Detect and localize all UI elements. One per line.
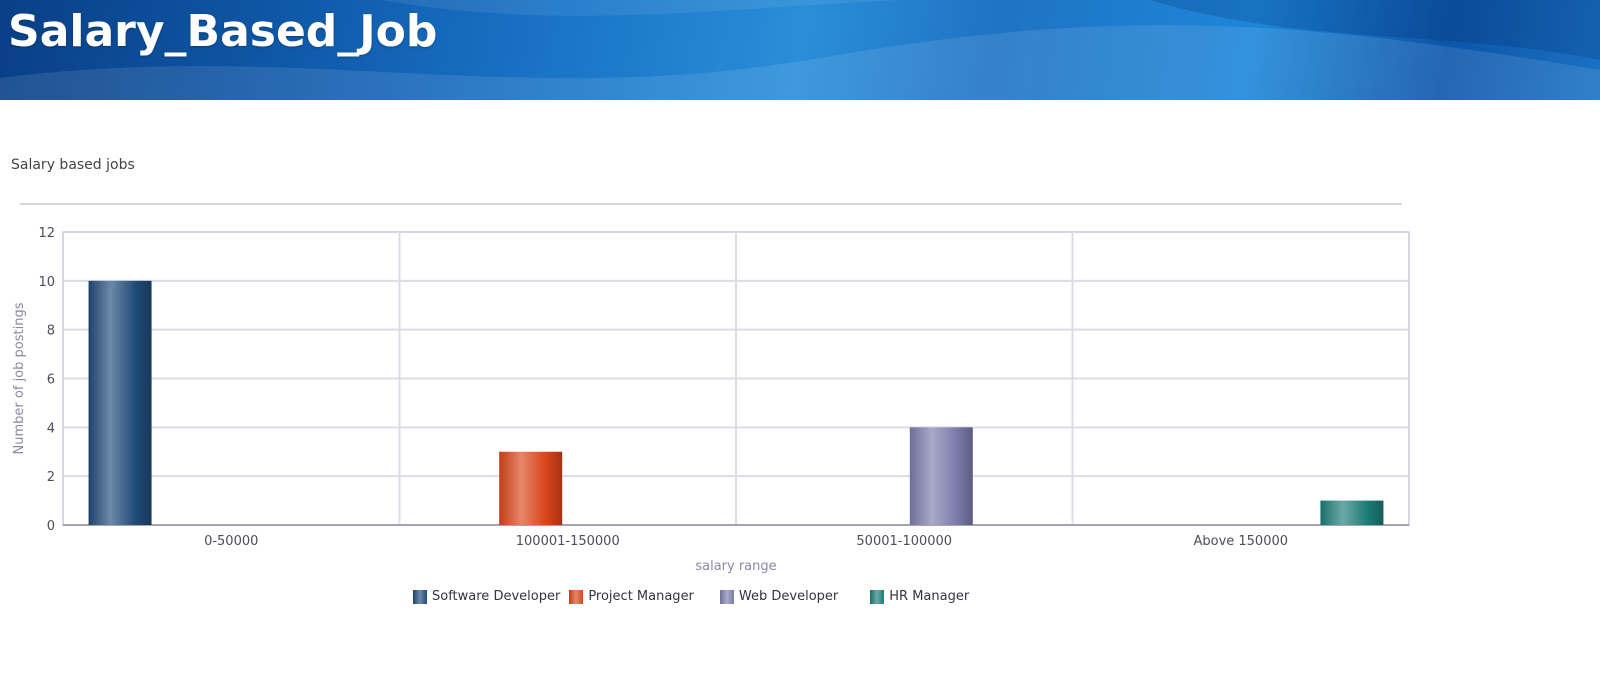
x-tick-label: 0-50000 (204, 534, 258, 549)
bar (88, 280, 152, 525)
legend-item[interactable]: HR Manager (870, 589, 969, 604)
y-axis-title: Number of job postings (12, 302, 27, 454)
legend-swatch (413, 589, 427, 604)
legend-item[interactable]: Web Developer (719, 589, 839, 604)
y-tick-label: 6 (47, 373, 55, 388)
legend-label: Web Developer (738, 589, 839, 604)
page-title: Salary_Based_Job (8, 6, 438, 57)
legend-swatch (569, 589, 584, 604)
y-tick-label: 0 (47, 519, 55, 534)
bar (499, 451, 563, 525)
legend-item[interactable]: Project Manager (569, 589, 694, 604)
header-banner: Salary_Based_Job (0, 0, 1600, 100)
legend-swatch (870, 589, 885, 604)
legend-label: Software Developer (432, 589, 561, 604)
legend-label: HR Manager (889, 589, 970, 604)
legend-label: Project Manager (588, 589, 694, 604)
y-tick-label: 10 (38, 275, 55, 290)
x-tick-label: Above 150000 (1193, 534, 1288, 549)
bar (1320, 500, 1384, 525)
legend-swatch (719, 589, 734, 604)
x-tick-label: 100001-150000 (516, 534, 620, 549)
legend-item[interactable]: Software Developer (413, 589, 560, 604)
banner-background (0, 0, 1600, 100)
y-tick-label: 2 (47, 470, 55, 485)
chart-legend: Software Developer Project Manager Web Dev… (413, 589, 978, 604)
y-tick-label: 12 (38, 226, 55, 241)
title-divider (20, 203, 1402, 205)
bar (909, 427, 973, 525)
chart-title: Salary based jobs (11, 157, 135, 173)
x-axis-title: salary range (695, 559, 776, 574)
y-tick-label: 8 (47, 324, 55, 339)
y-tick-label: 4 (47, 421, 55, 436)
x-tick-label: 50001-100000 (856, 534, 952, 549)
